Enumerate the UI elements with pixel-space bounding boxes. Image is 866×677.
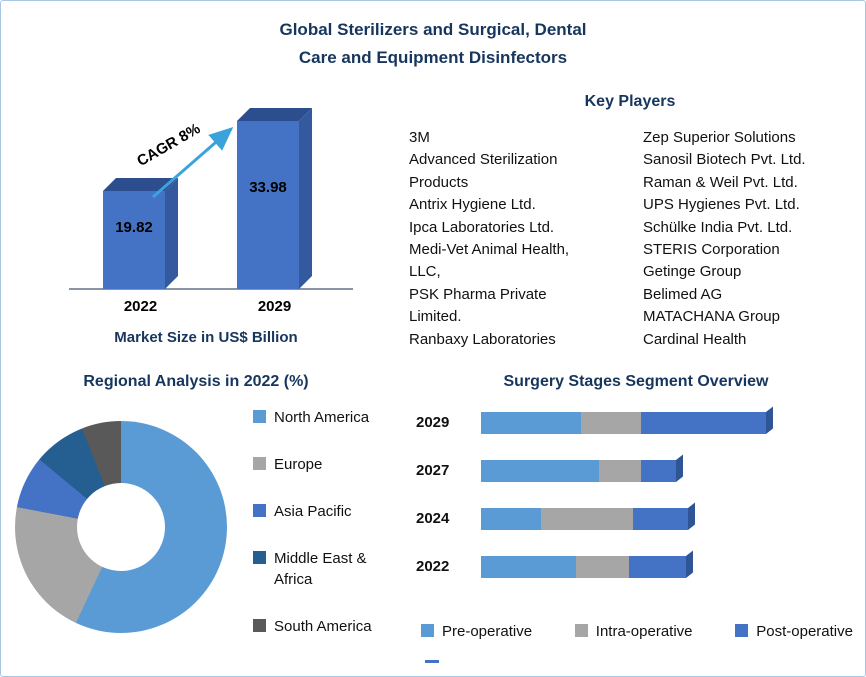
surgery-stacked-bar: [481, 502, 695, 530]
surgery-year-label: 2029: [416, 414, 450, 431]
surgery-row-2027: 2027: [416, 454, 861, 482]
legend-label: North America: [274, 409, 370, 426]
legend-label: Intra-operative: [595, 623, 693, 640]
segment-post-operative: [641, 459, 676, 482]
page-title: Global Sterilizers and Surgical, Dental …: [279, 20, 587, 68]
surgery-legend-item: Intra-operative: [574, 621, 693, 642]
bar-3d-cap: [688, 502, 695, 530]
surgery-year-label: 2022: [416, 558, 450, 575]
surgery-stacked-bar-chart: 2029 2027 2024 2022: [416, 406, 861, 603]
market-chart-caption: Market Size in US$ Billion: [114, 329, 298, 346]
donut-ring: [15, 421, 227, 633]
segment-pre-operative: [481, 459, 599, 482]
bar-3d-cap: [686, 550, 693, 578]
cagr-arrow: [152, 127, 234, 199]
regional-legend: North America Europe Asia Pacific Middle Ea…: [253, 407, 405, 637]
key-players-section: Key Players 3M Advanced Sterilization Pro…: [409, 93, 851, 351]
legend-label: Europe: [274, 456, 323, 473]
segment-pre-operative: [481, 507, 541, 530]
segment-intra-operative: [541, 507, 633, 530]
regional-legend-item: North America: [253, 407, 405, 428]
footer-mark: [425, 660, 439, 663]
legend-label: Middle East & Africa: [274, 550, 367, 588]
bar-2022: 19.82 2022: [103, 178, 178, 315]
key-player-name: Getinge Group: [643, 263, 742, 281]
key-player-name: Cardinal Health: [643, 330, 747, 348]
bar-category-label: 2029: [258, 298, 291, 315]
key-player-name: STERIS Corporation: [643, 241, 780, 259]
key-player-name: Medi-Vet Animal Health, LLC,: [409, 241, 570, 281]
surgery-legend: Pre-operative Intra-operative Post-operati…: [413, 621, 861, 642]
segment-intra-operative: [576, 555, 629, 578]
legend-label: Pre-operative: [442, 623, 533, 640]
legend-swatch-icon: [253, 410, 266, 423]
surgery-row-2022: 2022: [416, 550, 861, 578]
surgery-stacked-bar: [481, 454, 683, 482]
legend-swatch-icon: [574, 624, 588, 637]
surgery-year-label: 2027: [416, 462, 450, 479]
key-player-name: Raman & Weil Pvt. Ltd.: [643, 173, 798, 191]
segment-post-operative: [641, 411, 766, 434]
segment-intra-operative: [581, 411, 641, 434]
surgery-year-label: 2024: [416, 510, 450, 527]
segment-post-operative: [633, 507, 688, 530]
key-player-name: Ipca Laboratories Ltd.: [409, 218, 555, 236]
key-player-name: Belimed AG: [643, 285, 723, 303]
regional-legend-item: Europe: [253, 454, 405, 475]
regional-donut-chart: [15, 421, 227, 633]
key-player-name: MATACHANA Group: [643, 308, 780, 326]
legend-swatch-icon: [735, 624, 749, 637]
legend-swatch-icon: [253, 504, 266, 517]
key-player-name: PSK Pharma Private Limited.: [409, 285, 547, 326]
bar-3d-cap: [766, 406, 773, 434]
surgery-stacked-bar: [481, 550, 693, 578]
key-player-name: 3M: [409, 129, 430, 146]
legend-swatch-icon: [253, 551, 266, 564]
key-players-column-1: 3M Advanced Sterilization Products Antrix …: [409, 127, 599, 351]
surgery-legend-item: Pre-operative: [421, 621, 532, 642]
segment-intra-operative: [599, 459, 641, 482]
regional-legend-item: Middle East & Africa: [253, 548, 405, 590]
surgery-stacked-bar: [481, 406, 773, 434]
legend-label: South America: [274, 618, 372, 635]
key-player-name: Antrix Hygiene Ltd.: [409, 196, 536, 214]
bar-3d-cap: [676, 454, 683, 482]
legend-swatch-icon: [253, 619, 266, 632]
legend-swatch-icon: [421, 624, 434, 637]
segment-post-operative: [629, 555, 686, 578]
key-player-name: Sanosil Biotech Pvt. Ltd.: [643, 151, 806, 169]
key-player-name: Ranbaxy Laboratories: [409, 330, 556, 348]
legend-label: Post-operative: [756, 623, 853, 640]
key-players-columns: 3M Advanced Sterilization Products Antrix …: [409, 127, 851, 351]
segment-pre-operative: [481, 555, 576, 578]
bar-value-label: 33.98: [249, 179, 287, 196]
key-player-name: UPS Hygienes Pvt. Ltd.: [643, 196, 800, 214]
bar-2029: 33.98 2029: [237, 108, 312, 315]
segment-pre-operative: [481, 411, 581, 434]
key-players-heading: Key Players: [584, 93, 676, 110]
key-player-name: Zep Superior Solutions: [643, 129, 796, 146]
surgery-legend-item: Post-operative: [735, 621, 853, 642]
regional-legend-item: Asia Pacific: [253, 501, 405, 522]
surgery-row-2024: 2024: [416, 502, 861, 530]
regional-analysis-heading: Regional Analysis in 2022 (%): [83, 373, 309, 390]
donut-hole: [77, 483, 165, 571]
bar-value-label: 19.82: [115, 219, 153, 236]
legend-swatch-icon: [253, 457, 266, 470]
surgery-stages-heading: Surgery Stages Segment Overview: [503, 373, 769, 390]
surgery-row-2029: 2029: [416, 406, 861, 434]
key-players-column-2: Zep Superior Solutions Sanosil Biotech Pv…: [643, 127, 851, 351]
regional-legend-item: South America: [253, 616, 405, 637]
key-player-name: Schülke India Pvt. Ltd.: [643, 218, 793, 236]
bar-category-label: 2022: [124, 298, 157, 315]
legend-label: Asia Pacific: [274, 503, 352, 520]
key-player-name: Advanced Sterilization Products: [409, 151, 558, 191]
